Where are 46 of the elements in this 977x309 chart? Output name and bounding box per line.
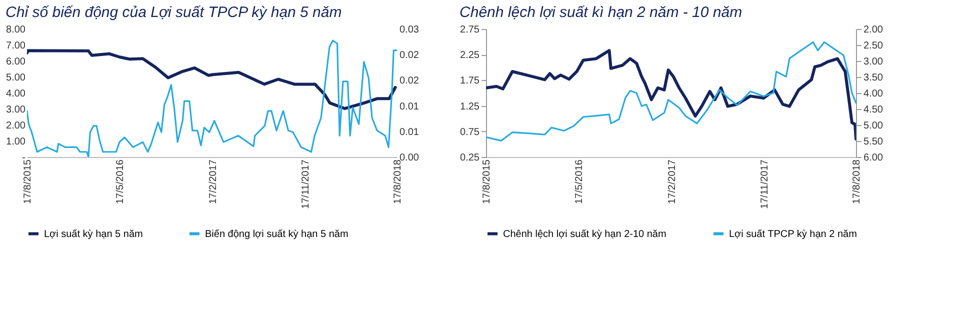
x-tick-label: 17/8/2018: [852, 159, 862, 204]
line-series: [27, 40, 397, 157]
y-tick-label: 4.00: [6, 88, 26, 100]
y-tick-label: 5.00: [6, 72, 26, 84]
y2-tick-label: 4.50: [864, 104, 884, 116]
legend-label: Lợi suất kỳ hạn 5 năm: [44, 228, 143, 240]
y2-tick-label: 3.00: [864, 56, 884, 68]
y2-tick-label: 5.50: [864, 136, 884, 148]
x-tick-label: 17/11/2017: [300, 159, 312, 209]
y-tick-label: 7.00: [6, 40, 26, 52]
y-tick-label: 2.25: [460, 50, 480, 62]
y2-tick-label: 3.50: [864, 72, 884, 84]
x-tick-label: 17/5/2016: [574, 159, 585, 204]
y2-tick-label: 0.01: [400, 101, 420, 112]
y-tick-label: 8.00: [6, 24, 26, 36]
y2-tick-label: 5.00: [864, 120, 884, 132]
x-tick-label: 17/2/2017: [667, 159, 678, 204]
legend-label: Lợi suất TPCP kỳ hạn 2 năm: [729, 228, 857, 240]
y2-tick-label: 0.01: [400, 126, 420, 138]
y-tick-label: 1.25: [460, 101, 480, 112]
x-tick-label: 17/11/2017: [759, 159, 770, 209]
y2-tick-label: 4.00: [864, 88, 884, 100]
y2-tick-label: 2.50: [864, 40, 884, 52]
x-tick-label: 17/8/2015: [22, 159, 34, 204]
y2-tick-label: 2.00: [864, 24, 884, 36]
y-tick-label: 3.00: [6, 104, 26, 116]
y-tick-label: 1.75: [460, 76, 480, 87]
chart-title: Chênh lệch lợi suất kì hạn 2 năm - 10 năm: [460, 4, 742, 21]
y-tick-label: 0.75: [460, 126, 480, 138]
y2-tick-label: 6.00: [864, 152, 884, 164]
y-tick-label: 6.00: [6, 56, 26, 68]
y2-tick-label: 0.03: [400, 24, 420, 36]
x-tick-label: 17/5/2016: [115, 159, 126, 204]
chart-title: Chỉ số biến động của Lợi suất TPCP kỳ hạn 5 năm: [6, 4, 342, 21]
legend-label: Biến động lợi suất kỳ hạn 5 năm: [205, 228, 348, 240]
y-tick-label: 2.75: [460, 24, 480, 36]
y-tick-label: 2.00: [6, 120, 26, 132]
line-series: [27, 49, 397, 110]
y-tick-label: 0.25: [460, 152, 480, 164]
y-tick-label: -: [22, 152, 26, 164]
y2-tick-label: 0.02: [400, 76, 420, 87]
x-tick-label: 17/2/2017: [208, 159, 220, 204]
legend-label: Chênh lệch lợi suất kỳ hạn 2-10 năm: [503, 228, 666, 240]
x-tick-label: 17/8/2015: [482, 159, 492, 204]
y2-tick-label: 0.02: [400, 50, 420, 62]
y-tick-label: 1.00: [6, 136, 26, 148]
